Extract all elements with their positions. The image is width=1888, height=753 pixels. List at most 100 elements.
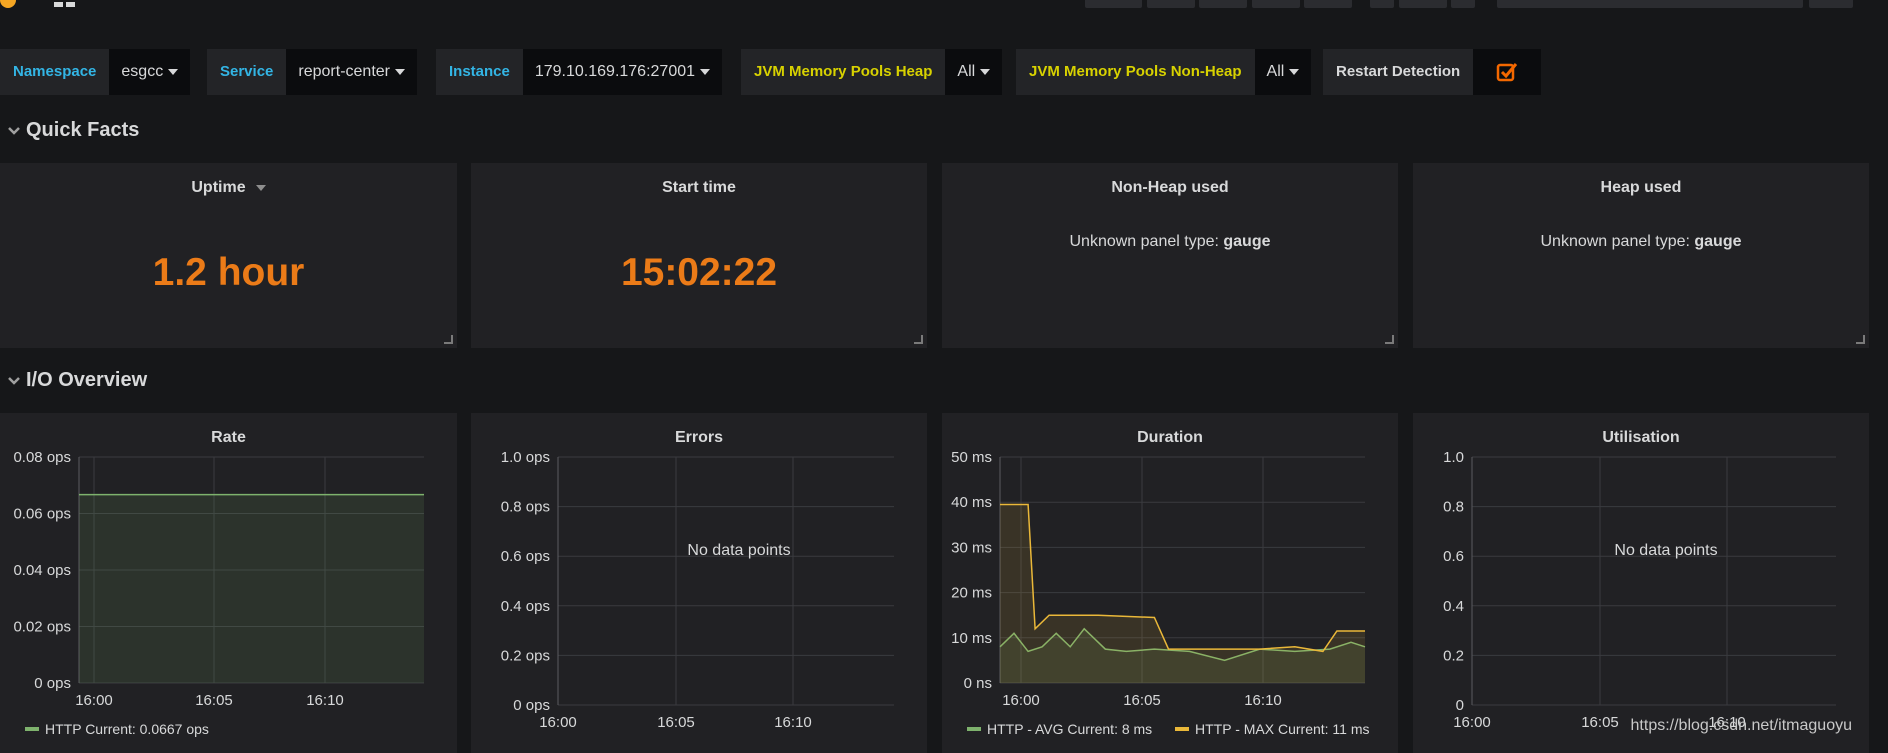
y-tick-label: 0 ops [34, 675, 71, 692]
unknown-panel-text: Unknown panel type: [1540, 233, 1695, 250]
instance-dropdown[interactable]: 179.10.169.176:27001 [522, 49, 723, 95]
panel-title[interactable]: Start time [662, 179, 736, 196]
jvm-nonheap-dropdown[interactable]: All [1254, 49, 1312, 95]
template-variables-row: Namespace esgcc Service report-center In… [0, 49, 1888, 95]
y-tick-label: 30 ms [951, 539, 992, 556]
resize-handle-icon[interactable] [1856, 335, 1865, 344]
y-tick-label: 0 ops [513, 697, 550, 714]
toolbar-button[interactable] [1199, 0, 1247, 8]
resize-handle-icon[interactable] [914, 335, 923, 344]
legend-swatch [967, 727, 981, 731]
y-tick-label: 0.06 ops [13, 506, 71, 523]
row-title: I/O Overview [26, 368, 148, 391]
toolbar-button[interactable] [1085, 0, 1142, 8]
panel-title[interactable]: Utilisation [1602, 429, 1680, 446]
row-io-overview[interactable]: I/O Overview [0, 366, 147, 394]
y-tick-label: 0.8 ops [501, 499, 550, 516]
top-navbar [0, 0, 1888, 28]
y-tick-label: 0 [1456, 697, 1464, 714]
caret-down-icon [980, 69, 991, 75]
x-tick-label: 16:10 [306, 692, 344, 709]
variable-label: JVM Memory Pools Non-Heap [1016, 49, 1255, 95]
legend-text: HTTP - AVG Current: 8 ms [987, 721, 1153, 737]
errors-graph[interactable]: 1.0 ops 0.8 ops 0.6 ops 0.4 ops 0.2 ops 0 ops… [471, 413, 927, 743]
utilisation-graph[interactable]: 1.0 0.8 0.6 0.4 0.2 016:00 16:05 16:10 [1413, 413, 1869, 743]
duration-graph[interactable]: 50 ms 40 ms 30 ms 20 ms 10 ms 0 ns 16:00 16:05 1… [942, 413, 1398, 743]
legend-item-http-avg[interactable]: HTTP - AVG Current: 8 ms [967, 721, 1152, 737]
legend-item-http-max[interactable]: HTTP - MAX Current: 11 ms [1175, 721, 1370, 737]
panel-non-heap-used: Non-Heap used Unknown panel type: gauge [942, 163, 1398, 348]
toolbar-button[interactable] [1252, 0, 1300, 8]
x-tick-label: 16:05 [657, 714, 695, 731]
x-tick-label: 16:10 [1244, 692, 1282, 709]
toolbar-button[interactable] [1451, 0, 1475, 8]
variable-service: Service report-center [207, 49, 417, 95]
unknown-panel-type: gauge [1223, 233, 1271, 250]
restart-detection-checkbox[interactable] [1473, 49, 1542, 95]
toolbar-button[interactable] [1809, 0, 1853, 8]
variable-restart-detection: Restart Detection [1323, 49, 1542, 95]
variable-label: Service [207, 49, 287, 95]
y-tick-label: 10 ms [951, 630, 992, 647]
namespace-dropdown[interactable]: esgcc [109, 49, 191, 95]
toolbar-button[interactable] [1399, 0, 1447, 8]
panel-title-uptime[interactable]: Uptime [0, 179, 457, 197]
y-tick-label: 0.08 ops [13, 449, 71, 466]
y-tick-label: 0.6 [1443, 548, 1464, 565]
panel-uptime: Uptime 1.2 hour [0, 163, 457, 348]
panel-title[interactable]: Duration [1137, 429, 1203, 446]
series-line-http-max [1000, 503, 1365, 653]
panel-title[interactable]: Errors [674, 429, 724, 446]
variable-jvm-heap: JVM Memory Pools Heap All [741, 49, 1003, 95]
variable-label: Instance [436, 49, 523, 95]
y-tick-label: 40 ms [951, 494, 992, 511]
series-area-http [79, 494, 424, 683]
checkbox-checked-icon [1496, 63, 1518, 82]
chevron-down-icon [8, 127, 20, 135]
variable-label: JVM Memory Pools Heap [741, 49, 946, 95]
panel-title[interactable]: Non-Heap used [1111, 179, 1229, 196]
variable-value: All [957, 63, 976, 80]
row-quick-facts[interactable]: Quick Facts [0, 116, 139, 144]
chevron-down-icon [8, 377, 20, 385]
caret-down-icon [700, 69, 711, 75]
y-tick-label: 0.02 ops [13, 619, 71, 636]
no-data-message: No data points [687, 542, 791, 559]
toolbar-button[interactable] [1304, 0, 1352, 8]
search-box[interactable] [1497, 0, 1803, 8]
unknown-panel-type: gauge [1694, 233, 1742, 250]
variable-instance: Instance 179.10.169.176:27001 [436, 49, 723, 95]
series-area-http-avg [1000, 628, 1365, 683]
x-tick-label: 16:05 [1123, 692, 1161, 709]
panel-title[interactable]: Rate [211, 429, 246, 446]
dashboard-grid-icon[interactable] [52, 0, 78, 10]
panel-title[interactable]: Heap used [1600, 179, 1682, 196]
toolbar-button[interactable] [1147, 0, 1195, 8]
x-tick-label: 16:05 [195, 692, 233, 709]
unknown-panel-message: Unknown panel type: gauge [942, 233, 1398, 251]
service-dropdown[interactable]: report-center [286, 49, 417, 95]
row-title: Quick Facts [26, 118, 140, 141]
legend-item-http[interactable]: HTTP Current: 0.0667 ops [25, 721, 209, 737]
toolbar-button[interactable] [1370, 0, 1394, 8]
panel-duration: Duration 50 ms 40 ms 30 ms 20 ms 10 ms 0 ns 16… [942, 413, 1398, 753]
panel-start-time: Start time 15:02:22 [471, 163, 927, 348]
y-tick-label: 0.6 ops [501, 548, 550, 565]
panel-title: Uptime [191, 179, 246, 196]
variable-value: 179.10.169.176:27001 [534, 63, 696, 80]
no-data-message: No data points [1614, 542, 1718, 559]
grafana-logo-icon[interactable] [0, 0, 20, 10]
watermark: https://blog.csdn.net/itmaguoyu [1630, 717, 1852, 734]
y-tick-label: 0.04 ops [13, 562, 71, 579]
caret-down-icon [394, 69, 405, 75]
variable-value: report-center [298, 63, 390, 80]
panel-rate: Rate 0.08 ops 0.06 ops 0.04 ops 0.02 ops 0 o… [0, 413, 457, 753]
x-tick-label: 16:10 [774, 714, 812, 731]
legend-swatch [25, 727, 39, 731]
x-tick-label: 16:00 [75, 692, 113, 709]
jvm-heap-dropdown[interactable]: All [945, 49, 1003, 95]
resize-handle-icon[interactable] [1385, 335, 1394, 344]
legend-swatch [1175, 727, 1189, 731]
resize-handle-icon[interactable] [444, 335, 453, 344]
